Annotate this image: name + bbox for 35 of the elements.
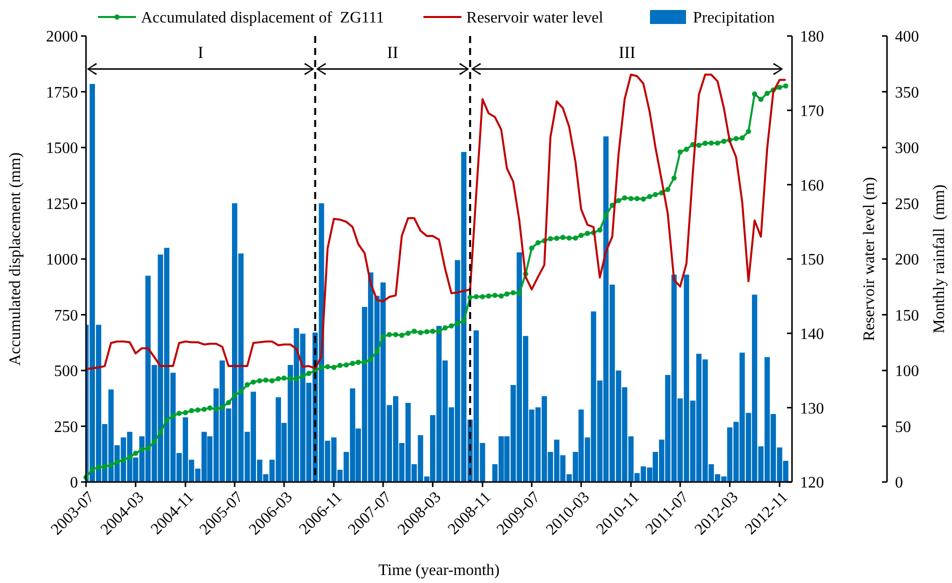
y2-tick-label: 180 [800,28,824,46]
y2-tick-label: 130 [800,400,824,418]
y-tick-label: 1250 [46,196,78,213]
annotation: III [618,42,636,62]
y-tick-label: 500 [54,363,78,380]
y-tick-label: 1000 [46,252,78,269]
annotation: II [386,42,399,62]
legend-label: Precipitation [693,10,775,27]
x-axis-title: Time (year-month) [378,562,500,579]
y2-tick-label: 150 [800,252,824,269]
y3-tick-label: 200 [895,252,919,269]
y3-tick-label: 50 [895,418,911,436]
y-tick-label: 2000 [46,28,78,46]
annotation: I [198,42,204,62]
y3-tick-label: 150 [895,307,919,324]
y3-tick-label: 300 [895,140,919,158]
y3-tick-label: 400 [895,28,919,46]
y-tick-label: 250 [54,418,78,436]
y-tick-label: 750 [54,307,78,324]
y-axis-title: Accumulated displacement (mm) [7,152,24,366]
y2-tick-label: 160 [800,177,824,194]
y-tick-label: 0 [70,474,78,492]
y3-tick-label: 350 [895,84,919,102]
y3-tick-label: 100 [895,363,919,380]
y3-tick-label: 250 [895,196,919,213]
y2-axis-title: Reservoir water level (m) [861,177,878,341]
legend-label: Accumulated displacement of ZG111 [141,10,384,27]
y3-tick-label: 0 [895,474,903,492]
y2-tick-label: 170 [800,102,824,120]
y-tick-label: 1500 [46,140,78,158]
legend-label: Reservoir water level [466,10,604,27]
y2-tick-label: 120 [800,474,824,492]
y-tick-label: 1750 [46,84,78,102]
y2-tick-label: 140 [800,326,824,343]
y3-axis-title: Monthly rainfall (mm) [931,184,948,334]
